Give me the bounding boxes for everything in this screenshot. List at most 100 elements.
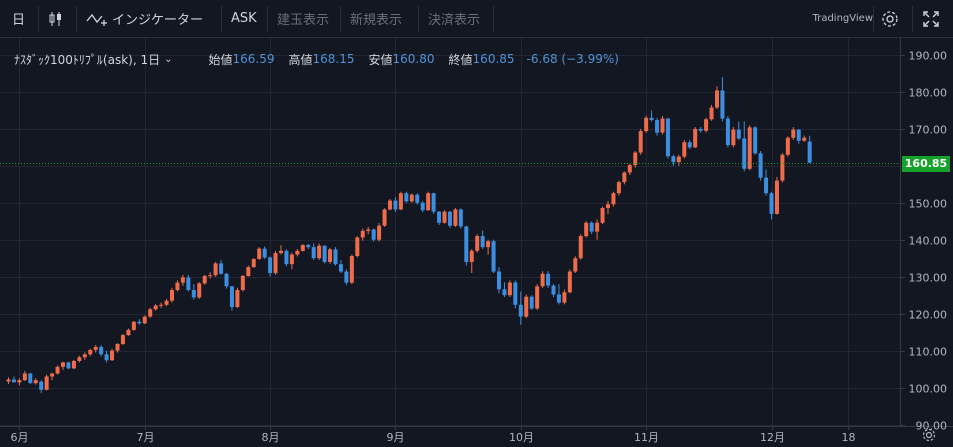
candle-body <box>507 282 512 296</box>
candle <box>306 243 311 249</box>
candle-body <box>295 250 300 255</box>
candle-body <box>306 244 311 248</box>
candle-body <box>458 209 463 227</box>
candle <box>317 243 322 261</box>
candle <box>426 191 431 211</box>
position-display-button[interactable]: 建玉表示 <box>277 0 329 37</box>
candle <box>289 252 294 270</box>
settings-button[interactable] <box>880 0 900 37</box>
candle <box>104 350 109 363</box>
price-tick-label: 180.00 <box>909 87 948 100</box>
candle <box>420 200 425 213</box>
candle <box>524 294 529 319</box>
candle-body <box>611 193 616 205</box>
candle <box>366 226 371 235</box>
settlement-display-label: 決済表示 <box>428 13 481 28</box>
candle <box>6 377 11 384</box>
time-tick-label: 18 <box>842 431 856 444</box>
candle <box>371 228 376 242</box>
candle-body <box>273 253 278 274</box>
candle-body <box>764 177 769 194</box>
open-value: 166.59 <box>232 52 275 66</box>
ask-button[interactable]: ASK <box>231 0 257 37</box>
candle <box>551 284 556 298</box>
candle-body <box>584 222 589 237</box>
settlement-display-button[interactable]: 決済表示 <box>428 0 480 37</box>
candle-body <box>644 117 649 132</box>
candle <box>464 225 469 266</box>
candle <box>22 370 27 381</box>
candle-body <box>747 127 752 169</box>
time-tick-label: 12月 <box>760 431 785 444</box>
candle-body <box>502 289 507 296</box>
chevron-down-icon[interactable]: ⌄ <box>164 53 173 65</box>
candle-body <box>595 222 600 232</box>
candle-body <box>562 292 567 303</box>
candle-body <box>796 129 801 141</box>
candle-body <box>240 275 245 291</box>
candle <box>578 234 583 260</box>
candle <box>333 247 338 266</box>
symbol-label[interactable]: ﾅｽﾀﾞｯｸ100ﾄﾘﾌﾟﾙ(ask), 1日 <box>14 52 161 67</box>
candle <box>546 271 551 288</box>
candle <box>268 256 273 277</box>
candle <box>693 127 698 149</box>
candle-body <box>753 127 758 154</box>
new-order-display-button[interactable]: 新規表示 <box>350 0 402 37</box>
candle-body <box>300 244 305 251</box>
price-chart[interactable]: 90.00 100.00 110.00 120.00 130.00 140.00 150.0… <box>0 38 953 447</box>
candle <box>229 285 234 311</box>
candle-body <box>409 194 414 202</box>
price-axis[interactable]: 90.00 100.00 110.00 120.00 130.00 140.00 150.0… <box>900 50 947 433</box>
candle <box>262 246 267 259</box>
candle-body <box>229 286 234 308</box>
interval-button[interactable]: 日 <box>12 0 25 37</box>
candle <box>180 274 185 286</box>
candle-body <box>589 222 594 232</box>
candle <box>398 191 403 211</box>
candle <box>235 287 240 309</box>
indicators-button[interactable]: インジケーター <box>86 0 203 37</box>
candle-body <box>61 362 65 367</box>
candle-body <box>420 202 425 211</box>
candle <box>486 239 491 255</box>
candle <box>251 258 256 268</box>
candle-body <box>725 118 730 146</box>
candle <box>475 234 480 253</box>
candle-body <box>606 204 610 208</box>
time-tick-label: 11月 <box>634 431 659 444</box>
candle-body <box>371 229 376 240</box>
candle-body <box>82 354 87 358</box>
candle <box>644 115 649 133</box>
candle-body <box>546 273 551 286</box>
candle-body <box>66 362 71 369</box>
time-axis[interactable]: 6月 7月 8月 9月 10月 11月 12月 18 <box>11 426 856 444</box>
candle <box>606 200 610 214</box>
candle-body <box>551 285 556 295</box>
candle <box>61 361 65 370</box>
candle-body <box>262 248 267 258</box>
candle-body <box>616 182 621 194</box>
candle <box>791 127 796 140</box>
candle-body <box>578 236 583 259</box>
candle-body <box>355 237 360 257</box>
top-toolbar: 日 インジケーター ASK 建玉表示 新規表示 決済表示 TradingView <box>0 0 953 38</box>
candle-body <box>774 180 779 214</box>
candle-body <box>682 142 687 157</box>
candle-body <box>104 354 109 361</box>
candle <box>404 191 409 203</box>
candle <box>11 376 16 383</box>
candle-body <box>137 321 142 324</box>
candle <box>442 210 447 224</box>
fullscreen-button[interactable] <box>922 0 940 37</box>
candle <box>202 274 207 285</box>
time-axis-settings-button[interactable] <box>921 427 937 447</box>
candle <box>682 139 687 159</box>
candle-body <box>540 273 545 287</box>
candle <box>736 121 741 140</box>
chart-type-button[interactable] <box>47 0 65 37</box>
candle <box>491 239 496 274</box>
candle-body <box>322 245 327 262</box>
candle-body <box>464 226 469 262</box>
candle-body <box>567 271 572 293</box>
